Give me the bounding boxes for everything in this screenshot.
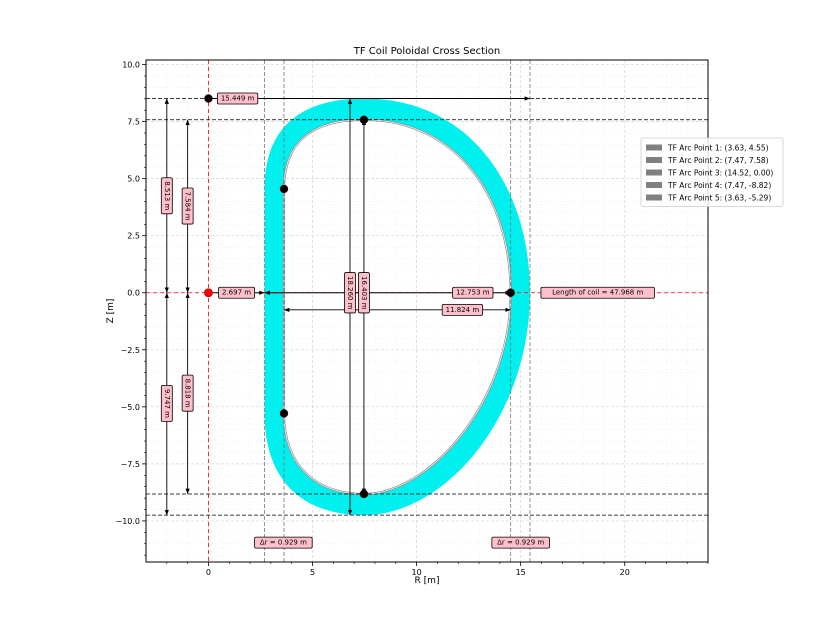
y-axis-label: Z [m] [106, 299, 116, 324]
legend-entry: TF Arc Point 5: (3.63, -5.29) [667, 194, 771, 203]
legend: TF Arc Point 1: (3.63, 4.55) TF Arc Point… [640, 137, 784, 207]
label-coil-length-box [540, 286, 655, 299]
legend-entry: TF Arc Point 3: (14.52, 0.00) [667, 169, 773, 178]
label-outer-height-bottom-box [160, 384, 173, 422]
label-dr-left: Δr = 0.929 m [254, 536, 313, 549]
chart-title: TF Coil Poloidal Cross Section [353, 46, 501, 57]
label-outer-height-top-text: 8.513 m [163, 181, 171, 210]
plot-area: 15.449 m 2.697 m 12.753 m 11.824 m 18.260 m 1… [115, 59, 709, 577]
x-tick-label: 20 [620, 568, 630, 577]
label-inner-height-top-box [181, 187, 194, 225]
tf-arc-point [279, 184, 289, 194]
label-inner-height-top-text: 7.584 m [184, 191, 192, 220]
label-outer-radius: 2.697 m [218, 286, 255, 299]
label-inner-total-height-box [358, 272, 370, 314]
legend-patch [646, 182, 662, 188]
label-dr-right-box [491, 536, 550, 549]
tf-arc-point [279, 409, 289, 418]
label-width-top-text: 15.449 m [221, 94, 255, 102]
label-outer-height-top: 8.513 m [160, 177, 173, 215]
legend-patch [646, 194, 662, 201]
y-tick-label: 7.5 [127, 118, 140, 127]
label-inner-width-box [441, 303, 483, 316]
legend-entry: TF Arc Point 2: (7.47, 7.58) [667, 156, 769, 165]
label-outer-total-height-text: 18.260 m [346, 276, 354, 310]
label-coil-length-text: Length of coil = 47.968 m [552, 289, 643, 297]
label-width-top: 15.449 m [216, 92, 259, 105]
y-tick-label: 0.0 [127, 289, 140, 298]
y-tick-label: −10.0 [115, 517, 140, 526]
x-tick-label: 0 [206, 568, 211, 577]
legend-patch [646, 144, 662, 151]
tf-arc-point [204, 94, 213, 103]
label-outer-total-height-box [344, 272, 356, 314]
label-inner-width-text: 11.824 m [446, 306, 480, 314]
label-outer-radius-box [218, 286, 255, 299]
label-outer-width-text: 12.753 m [456, 289, 490, 297]
y-tick-label: −5.0 [121, 403, 140, 412]
label-dr-right-text: Δr = 0.929 m [497, 539, 544, 547]
legend-patch [646, 157, 662, 163]
y-tick-label: 2.5 [127, 232, 140, 241]
label-inner-height-top: 7.584 m [181, 187, 194, 225]
axes-frame [145, 59, 709, 563]
x-tick-label: 5 [310, 568, 315, 577]
origin-point [204, 288, 213, 298]
y-tick-label: 5.0 [127, 175, 140, 184]
label-inner-total-height-text: 16.403 m [360, 276, 368, 310]
tf-coil-shape [264, 98, 531, 516]
label-inner-height-bottom: 8.818 m [181, 374, 194, 412]
x-tick-label: 10 [411, 568, 421, 577]
legend-box [640, 137, 784, 207]
label-outer-height-bottom: 9.747 m [160, 384, 173, 422]
label-inner-total-height: 16.403 m [358, 272, 370, 314]
tf-arc-point [359, 115, 369, 124]
label-dr-right: Δr = 0.929 m [491, 536, 550, 549]
label-outer-total-height: 18.260 m [344, 272, 356, 314]
legend-patch [646, 169, 662, 176]
x-tick-label: 15 [516, 568, 526, 577]
label-coil-length: Length of coil = 47.968 m [540, 286, 655, 299]
label-inner-height-bottom-box [181, 374, 194, 412]
tf-arc-point [506, 288, 515, 297]
label-outer-width-box [452, 286, 494, 299]
label-width-top-box [216, 92, 259, 105]
label-dr-left-text: Δr = 0.929 m [260, 539, 307, 547]
label-outer-height-bottom-text: 9.747 m [163, 389, 171, 418]
tf-arc-point [359, 489, 369, 499]
label-outer-height-top-box [160, 177, 173, 215]
y-tick-label: 10.0 [122, 61, 140, 70]
y-tick-label: −2.5 [121, 346, 140, 355]
label-outer-width: 12.753 m [452, 286, 494, 299]
legend-entry: TF Arc Point 1: (3.63, 4.55) [667, 144, 769, 153]
label-dr-left-box [254, 536, 313, 549]
y-tick-label: −7.5 [121, 460, 140, 469]
label-outer-radius-text: 2.697 m [222, 289, 251, 297]
x-axis-label: R [m] [415, 576, 440, 586]
label-inner-width: 11.824 m [441, 303, 483, 316]
legend-entry: TF Arc Point 4: (7.47, -8.82) [667, 181, 771, 190]
label-inner-height-bottom-text: 8.818 m [184, 379, 192, 408]
